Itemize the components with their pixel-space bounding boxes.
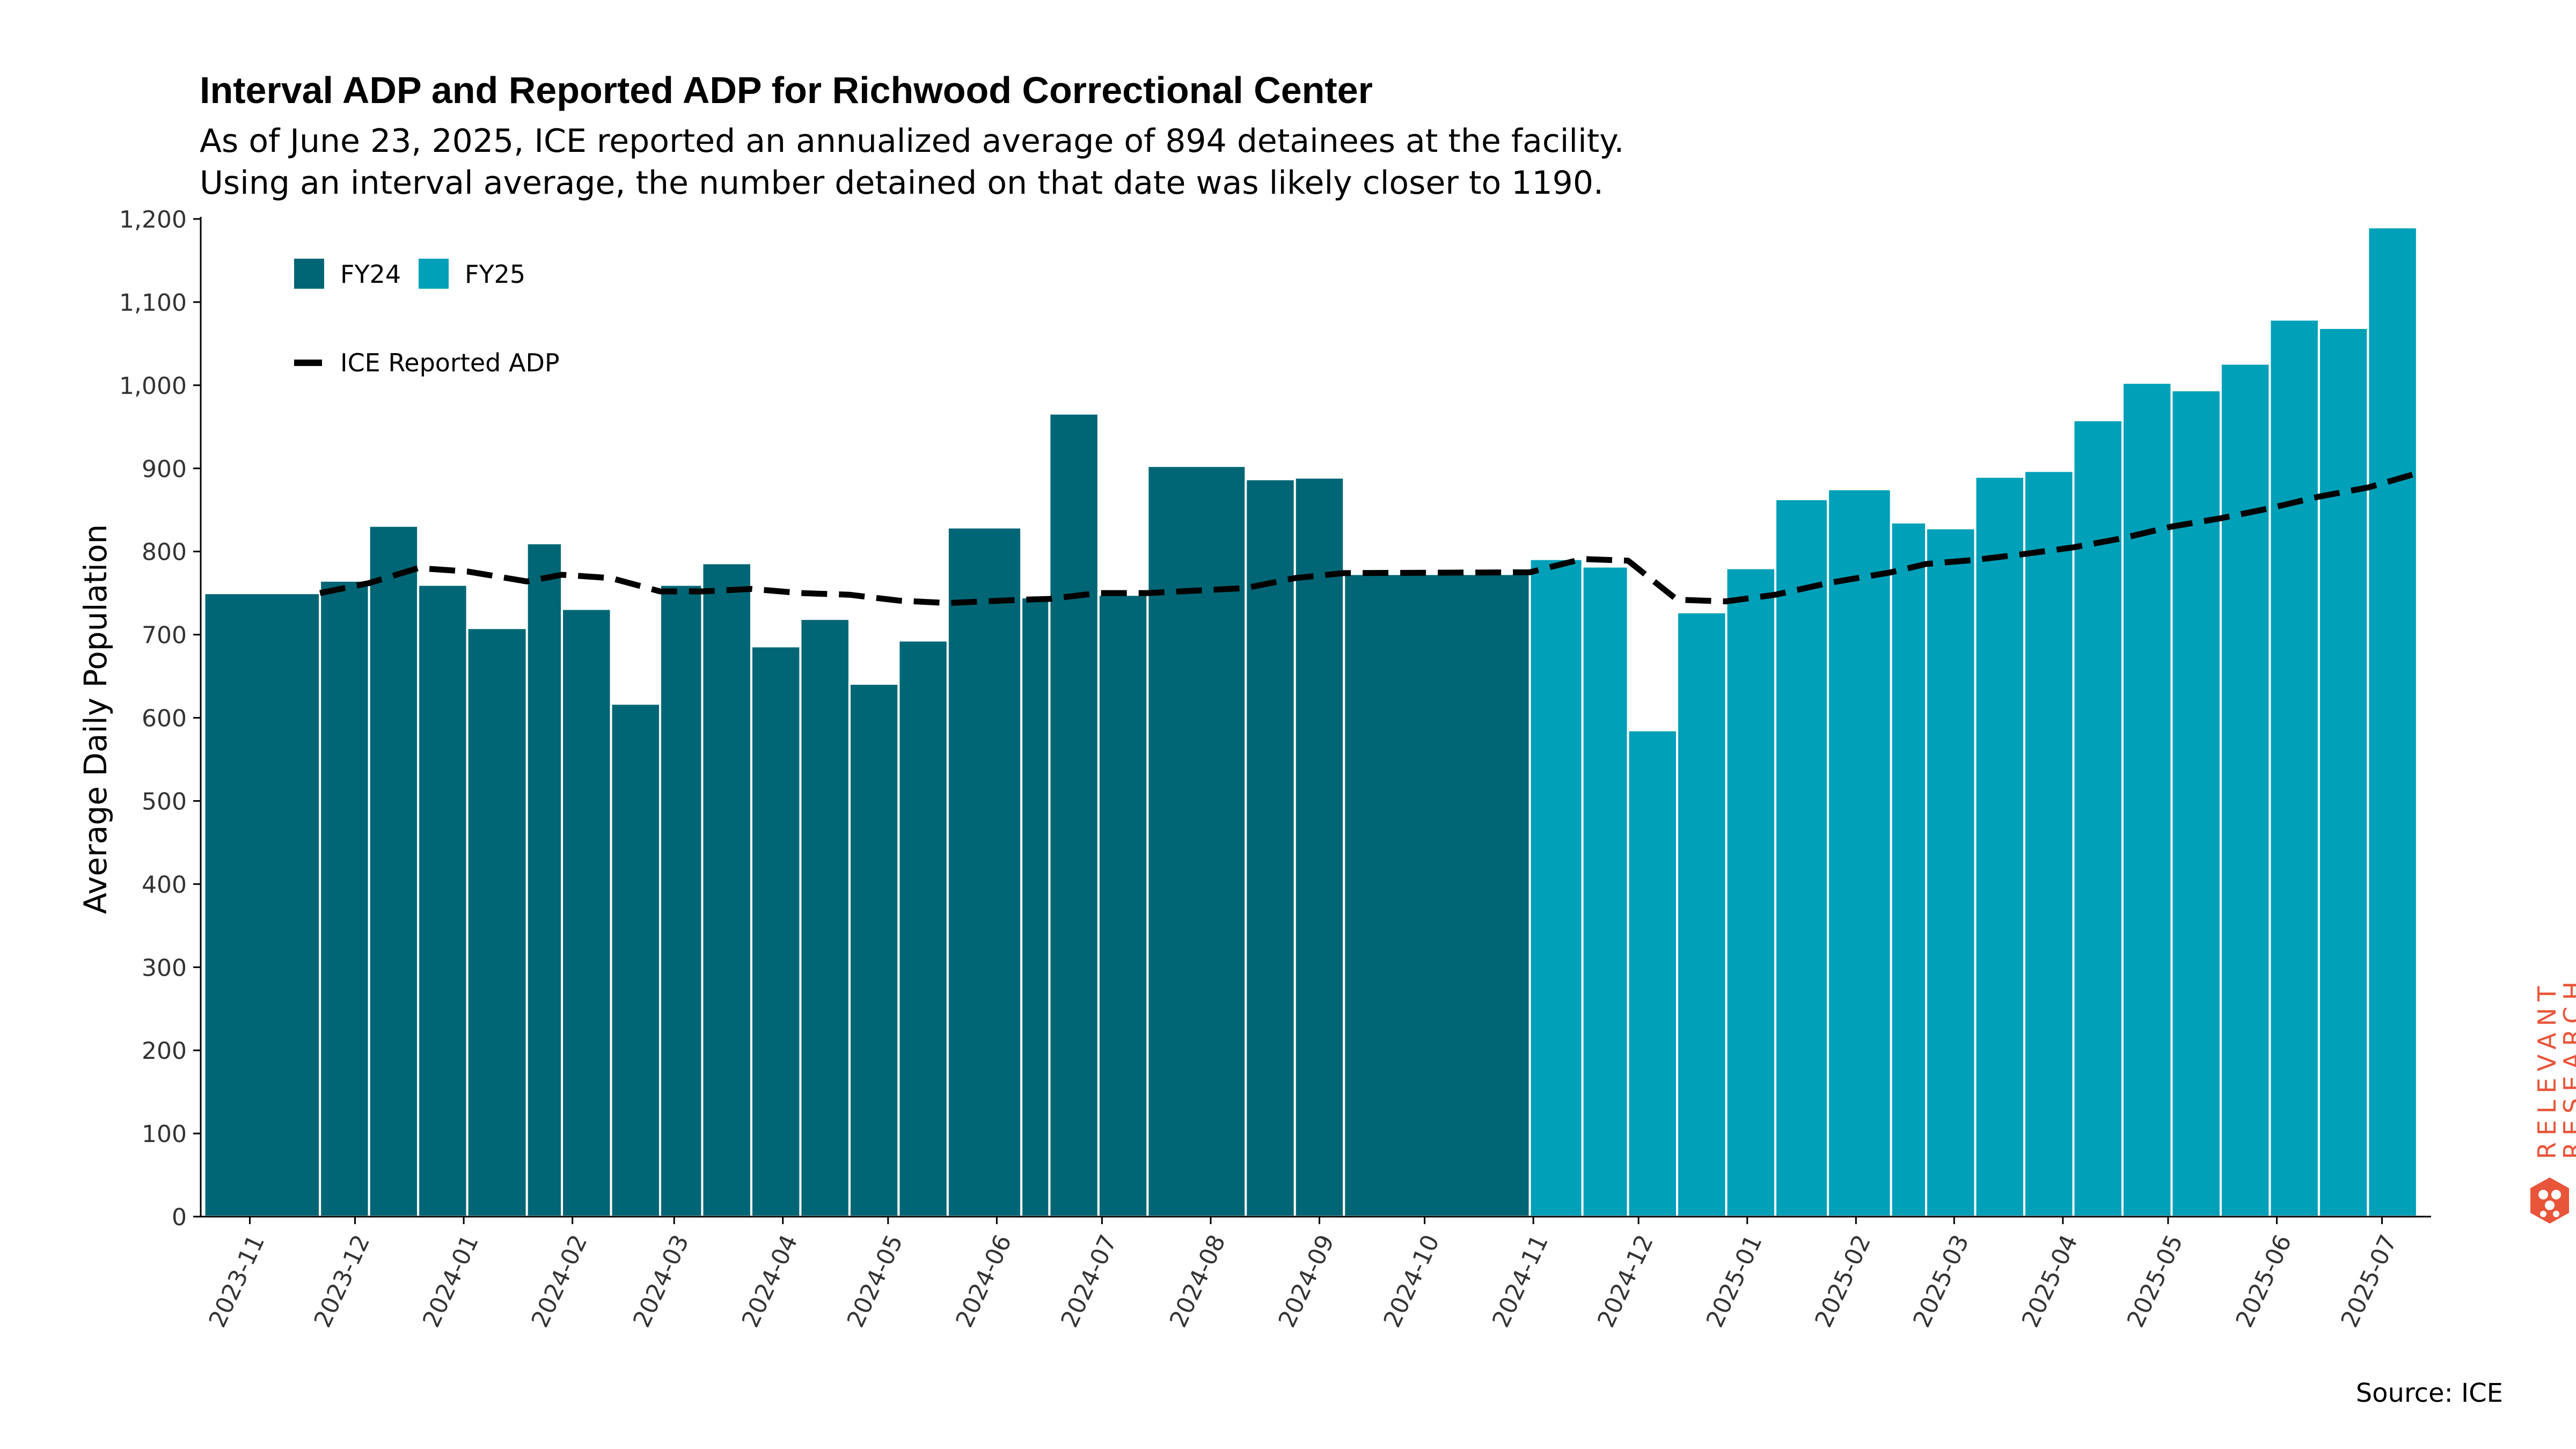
bar-fy24 xyxy=(701,562,752,1218)
legend-label-fy24: FY24 xyxy=(340,260,401,289)
x-tick-label: 2025-07 xyxy=(2336,1231,2402,1331)
bar-fy24 xyxy=(897,639,949,1218)
y-tick-label: 0 xyxy=(172,1204,187,1231)
bar-fy24 xyxy=(525,542,564,1218)
reported-adp-line-group xyxy=(319,470,2418,606)
bar-fy25 xyxy=(2367,226,2418,1218)
bar-fy24 xyxy=(561,608,612,1218)
bar-fy25 xyxy=(1676,611,1728,1218)
bar-fy24 xyxy=(1048,412,1100,1218)
y-tick-label: 100 xyxy=(142,1121,187,1148)
x-tick-label: 2024-05 xyxy=(842,1231,909,1331)
bar-fy25 xyxy=(2170,389,2222,1218)
x-tick-label: 2024-04 xyxy=(737,1231,803,1331)
x-axis: 2023-11 2023-12 2024-01 2024-02 2024-03 2024-… xyxy=(201,1216,2431,1331)
bar-fy24 xyxy=(610,702,662,1218)
y-axis: 0 100 200 300 400 500 600 700 800 900 1,000 1,100 1,… xyxy=(119,206,202,1231)
logo-line-2: RESEARCH xyxy=(2558,975,2576,1159)
x-tick-label: 2025-03 xyxy=(1908,1231,1974,1331)
x-tick-label: 2023-11 xyxy=(203,1231,270,1331)
source-note: Source: ICE xyxy=(2355,1378,2503,1408)
bar-fy25 xyxy=(1627,729,1679,1218)
x-tick-label: 2024-10 xyxy=(1379,1231,1445,1331)
y-tick-label: 700 xyxy=(142,622,187,649)
x-tick-label: 2023-12 xyxy=(309,1231,375,1331)
x-tick-label: 2025-04 xyxy=(2017,1231,2083,1331)
bar-fy24 xyxy=(319,579,370,1218)
logo-line-1: RELEVANT xyxy=(2533,979,2562,1159)
y-tick-label: 300 xyxy=(142,954,187,982)
x-tick-label: 2025-06 xyxy=(2230,1231,2297,1331)
bar-fy25 xyxy=(2268,318,2320,1218)
bar-fy24 xyxy=(848,682,900,1218)
y-tick-label: 200 xyxy=(142,1037,187,1065)
bar-fy25 xyxy=(1890,521,1928,1218)
bar-fy24 xyxy=(1146,465,1247,1218)
bar-fy24 xyxy=(659,583,704,1218)
bar-fy24 xyxy=(1245,478,1296,1218)
x-tick-label: 2024-07 xyxy=(1056,1231,1122,1331)
legend-swatch-fy25 xyxy=(419,259,449,289)
bar-fy25 xyxy=(1925,527,1977,1218)
bar-fy25 xyxy=(2023,470,2075,1218)
bar-fy25 xyxy=(1725,567,1777,1218)
x-tick-label: 2024-12 xyxy=(1592,1231,1659,1331)
bar-fy24 xyxy=(203,592,321,1218)
bar-fy24 xyxy=(368,524,420,1218)
x-tick-label: 2024-11 xyxy=(1487,1231,1554,1331)
bar-fy24 xyxy=(1020,596,1051,1218)
legend-label-reported-adp: ICE Reported ADP xyxy=(340,348,560,377)
bar-fy25 xyxy=(2072,419,2124,1218)
logo-mark-icon xyxy=(2530,1177,2569,1224)
y-tick-label: 900 xyxy=(142,456,187,483)
chart-subtitle-line-1: As of June 23, 2025, ICE reported an ann… xyxy=(200,122,1624,160)
y-tick-label: 500 xyxy=(142,788,187,815)
bar-fy25 xyxy=(2317,326,2369,1218)
x-tick-label: 2025-02 xyxy=(1810,1231,1876,1331)
y-tick-label: 800 xyxy=(142,539,187,566)
x-tick-label: 2024-09 xyxy=(1274,1231,1340,1331)
y-tick-label: 600 xyxy=(142,705,187,733)
reported-adp-line xyxy=(319,470,2418,606)
bar-fy24 xyxy=(1097,594,1149,1218)
x-tick-label: 2024-01 xyxy=(418,1231,484,1331)
y-tick-label: 1,200 xyxy=(119,206,187,233)
chart-title: Interval ADP and Reported ADP for Richwo… xyxy=(200,69,1373,111)
bar-fy24 xyxy=(1293,476,1345,1218)
x-tick-label: 2024-02 xyxy=(526,1231,593,1331)
legend: FY24 FY25 ICE Reported ADP xyxy=(294,259,560,377)
bar-fy25 xyxy=(1974,475,2025,1218)
bar-fy24 xyxy=(1343,573,1531,1218)
y-tick-label: 400 xyxy=(142,871,187,898)
y-tick-label: 1,100 xyxy=(119,289,187,317)
y-tick-label: 1,000 xyxy=(119,372,187,400)
bar-fy25 xyxy=(1581,565,1629,1218)
bar-fy24 xyxy=(417,583,469,1218)
x-tick-label: 2025-01 xyxy=(1701,1231,1768,1331)
bar-fy25 xyxy=(2121,382,2173,1218)
legend-swatch-fy24 xyxy=(294,259,324,289)
bar-fy24 xyxy=(946,526,1023,1218)
x-tick-label: 2024-08 xyxy=(1165,1231,1231,1331)
bar-fy24 xyxy=(466,627,528,1218)
chart-subtitle-line-2: Using an interval average, the number de… xyxy=(200,164,1604,202)
legend-label-fy25: FY25 xyxy=(465,260,525,289)
bar-fy24 xyxy=(750,645,802,1218)
bar-fy25 xyxy=(1827,488,1892,1218)
y-axis-label: Average Daily Population xyxy=(77,524,114,914)
bar-fy24 xyxy=(799,618,851,1218)
bar-fy25 xyxy=(1774,498,1829,1218)
x-tick-label: 2024-03 xyxy=(628,1231,694,1331)
x-tick-label: 2025-05 xyxy=(2122,1231,2189,1331)
bar-fy25 xyxy=(1528,558,1584,1218)
x-tick-label: 2024-06 xyxy=(950,1231,1017,1331)
bar-fy25 xyxy=(2219,362,2271,1218)
